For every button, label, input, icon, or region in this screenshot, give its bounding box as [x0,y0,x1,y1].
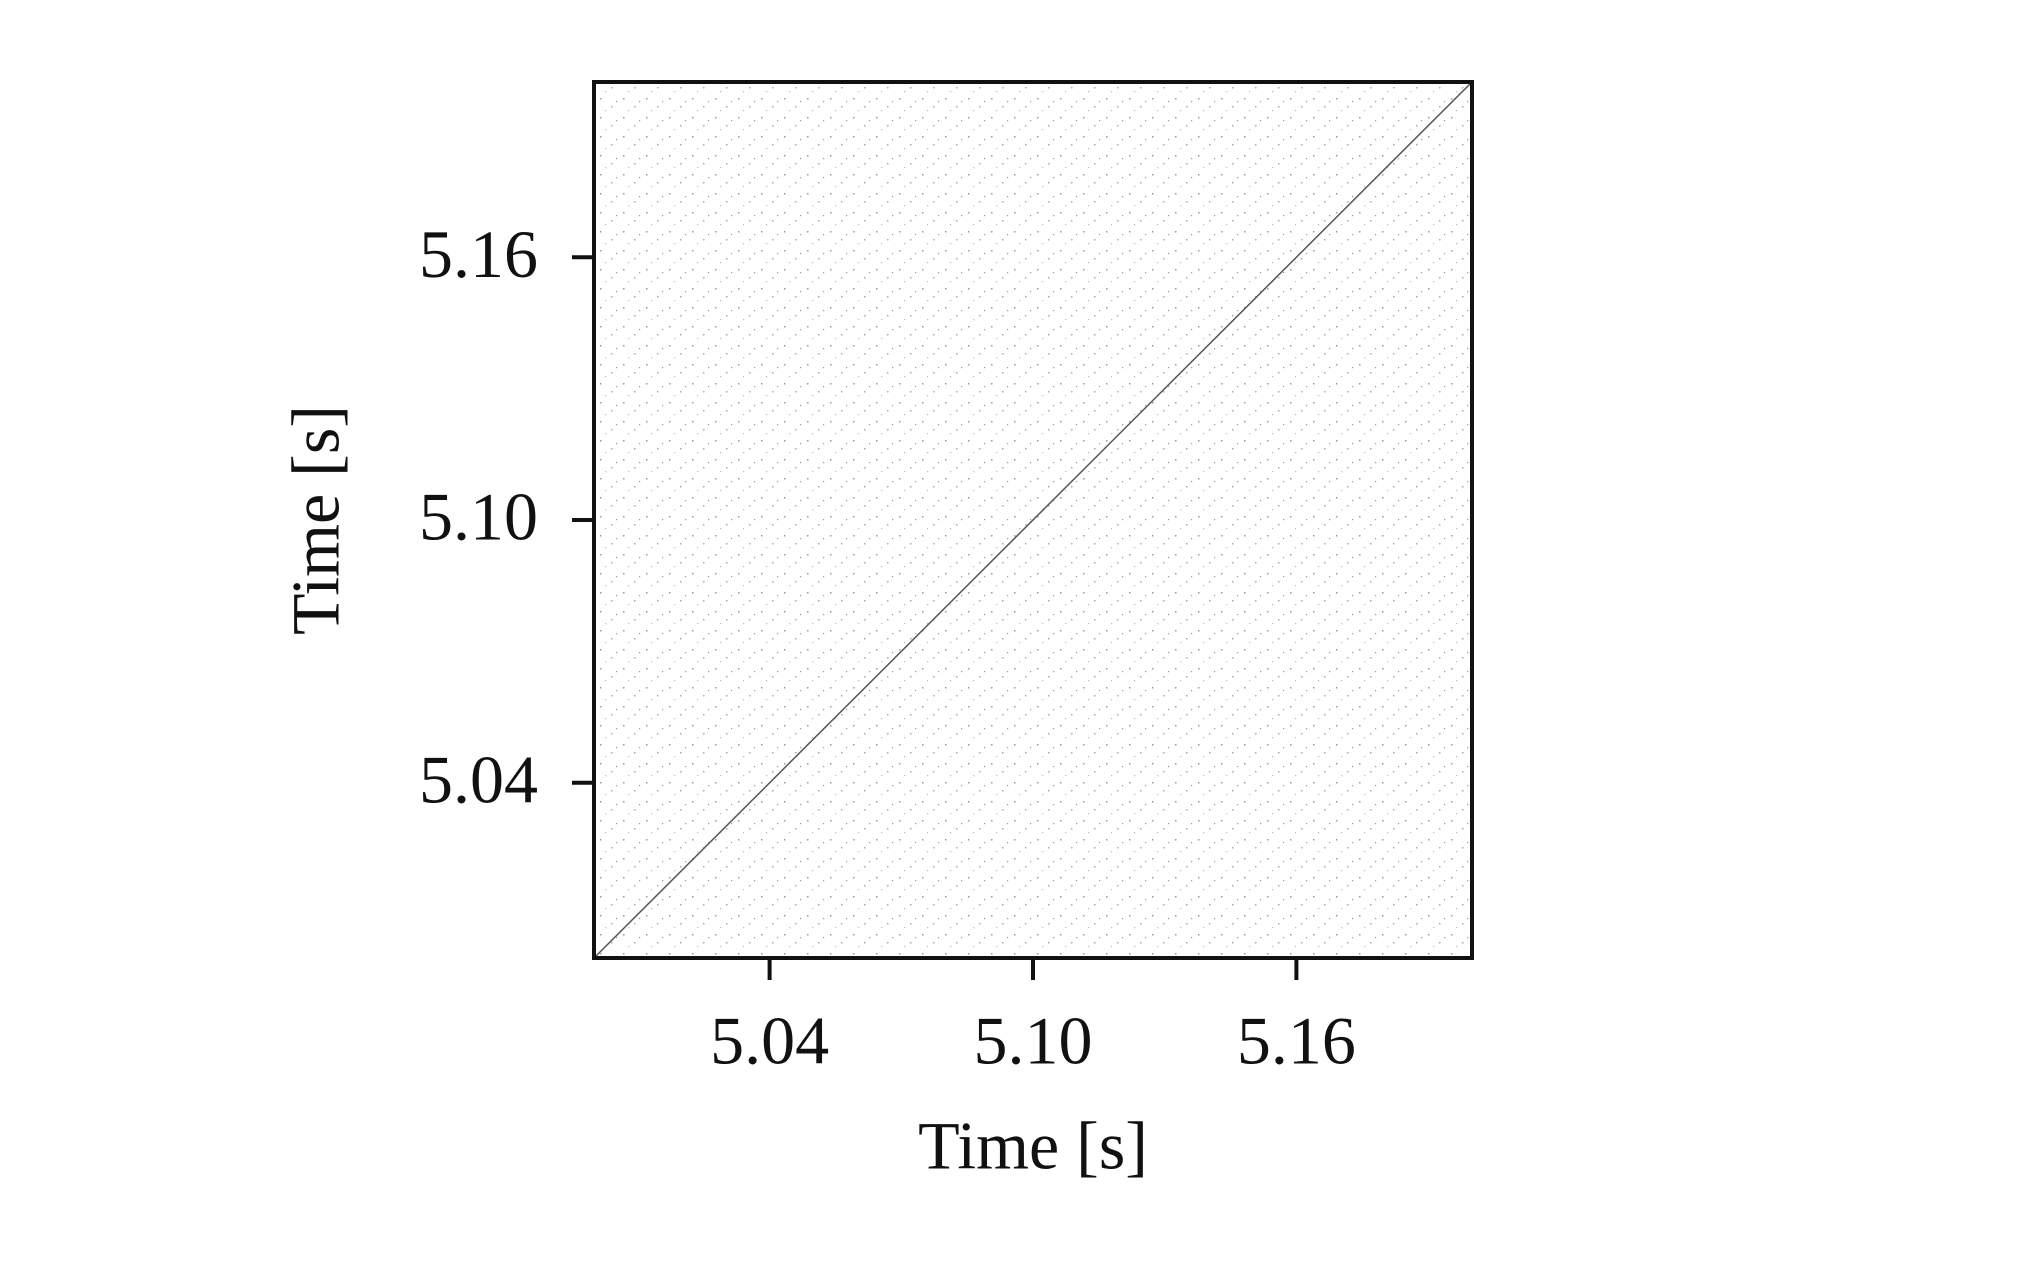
x-tick-label: 5.10 [974,1003,1093,1079]
x-axis-label: Time [s] [918,1108,1148,1184]
x-tick-label: 5.16 [1237,1003,1356,1079]
diagonal-line [593,81,1473,959]
y-tick-label: 5.04 [419,741,538,817]
y-axis-label: Time [s] [278,405,354,635]
y-tick-label: 5.16 [419,216,538,292]
x-tick-label: 5.04 [710,1003,829,1079]
y-tick-label: 5.10 [419,479,538,555]
plot-frame [592,80,1474,960]
